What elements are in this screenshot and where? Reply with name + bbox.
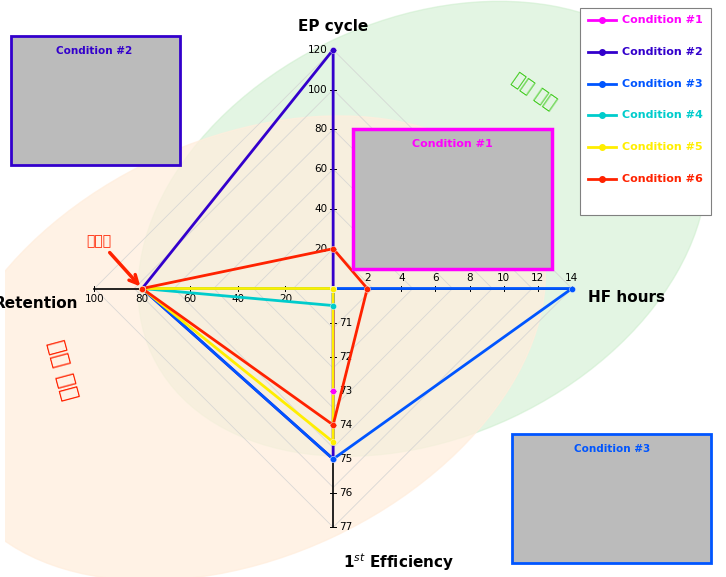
Text: 120: 120 (307, 45, 327, 55)
Text: 공정 조건: 공정 조건 (508, 70, 559, 114)
Text: Condition #3: Condition #3 (621, 78, 702, 88)
Text: 71: 71 (339, 317, 352, 328)
Text: Condition #1: Condition #1 (621, 15, 703, 25)
Text: Condition #3: Condition #3 (574, 444, 650, 454)
Text: 76: 76 (339, 488, 352, 498)
Text: 74: 74 (339, 420, 352, 430)
Text: 40: 40 (314, 204, 327, 214)
Text: 4: 4 (398, 272, 404, 283)
Text: 100: 100 (85, 294, 105, 305)
Text: EP cycle: EP cycle (298, 19, 368, 34)
Text: Condition #6: Condition #6 (621, 174, 703, 184)
Text: 75: 75 (339, 454, 352, 464)
Text: 100: 100 (308, 85, 327, 95)
Text: 80: 80 (136, 294, 149, 305)
Text: Condition #4: Condition #4 (621, 110, 703, 121)
Text: 6: 6 (432, 272, 439, 283)
FancyBboxPatch shape (11, 36, 180, 165)
Text: Condition #1: Condition #1 (412, 139, 493, 149)
Text: Condition #2: Condition #2 (621, 47, 703, 57)
Text: 10: 10 (497, 272, 510, 283)
Text: 진행중: 진행중 (86, 234, 138, 283)
Text: 14: 14 (566, 272, 579, 283)
Text: 40: 40 (231, 294, 244, 305)
Text: Condition #5: Condition #5 (621, 143, 702, 152)
Text: 20: 20 (279, 294, 292, 305)
Text: 60: 60 (314, 164, 327, 174)
Text: 72: 72 (339, 352, 352, 362)
Ellipse shape (138, 1, 707, 456)
Text: HF hours: HF hours (588, 290, 665, 305)
Text: 2: 2 (364, 272, 370, 283)
Text: 1$^{st}$ Efficiency: 1$^{st}$ Efficiency (343, 551, 454, 573)
Text: 73: 73 (339, 386, 352, 396)
Text: 80: 80 (314, 124, 327, 134)
Text: 60: 60 (184, 294, 197, 305)
FancyBboxPatch shape (353, 129, 552, 269)
Text: 12: 12 (531, 272, 544, 283)
Ellipse shape (0, 116, 545, 577)
Text: Condition #2: Condition #2 (57, 46, 133, 56)
Text: 20: 20 (314, 243, 327, 254)
Text: Retention: Retention (0, 297, 78, 312)
Text: 77: 77 (339, 522, 352, 532)
FancyBboxPatch shape (513, 434, 711, 563)
FancyBboxPatch shape (580, 8, 711, 215)
Text: 8: 8 (466, 272, 473, 283)
Text: 전지 성능: 전지 성능 (45, 338, 80, 402)
